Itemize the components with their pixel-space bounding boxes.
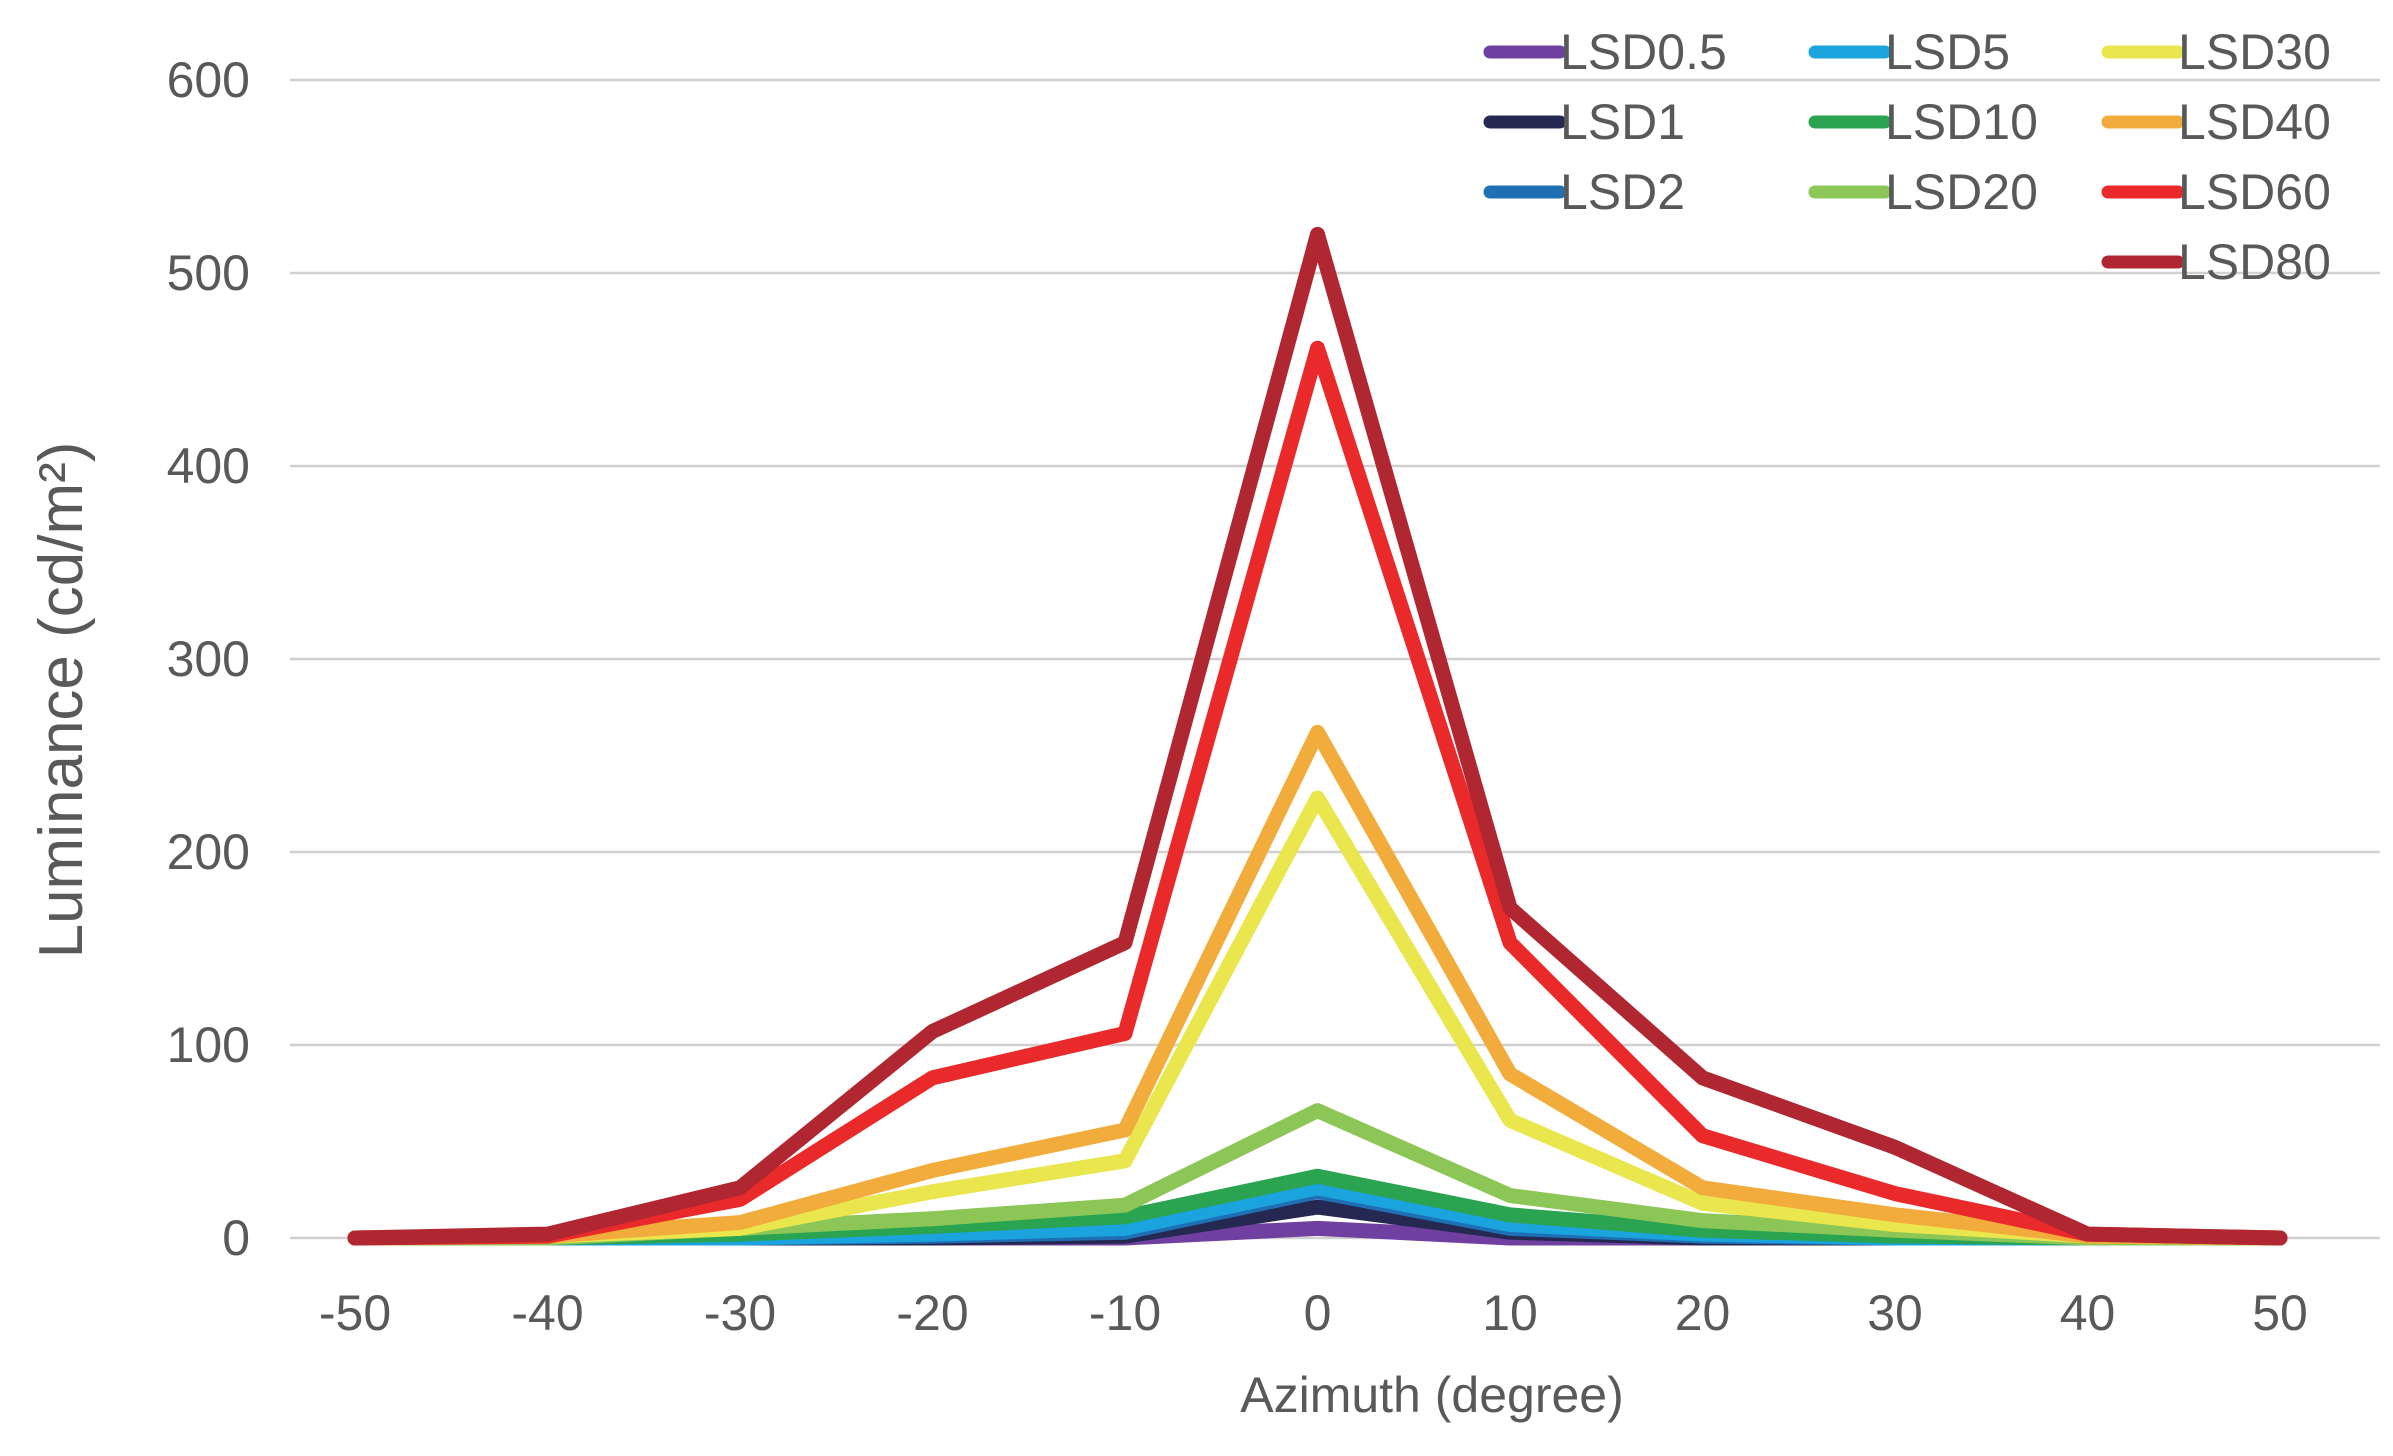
y-axis-title: Luminance (cd/m²) [27,442,96,959]
y-tick-label: 100 [167,1017,250,1073]
legend-label: LSD60 [2178,164,2331,220]
legend-label: LSD1 [1560,94,1685,150]
legend: LSD0.5 LSD1 LSD2 LSD5 LSD10 LSD20 LSD30 LSD40 LS… [1483,24,2331,290]
y-tick-label: 300 [167,631,250,687]
y-tick-label: 0 [222,1210,250,1266]
x-tick-label: 0 [1304,1285,1332,1341]
y-tick-label: 200 [167,824,250,880]
x-tick-label: -20 [896,1285,968,1341]
x-tick-label: -50 [319,1285,391,1341]
y-tick-label: 400 [167,438,250,494]
legend-label: LSD40 [2178,94,2331,150]
grid-lines [290,78,2380,1240]
series-line-lsd60 [347,340,2288,1246]
y-tick-label: 500 [167,245,250,301]
legend-label: LSD5 [1885,24,2010,80]
x-tick-label: 30 [1867,1285,1923,1341]
legend-label: LSD2 [1560,164,1685,220]
x-tick-label: 50 [2252,1285,2308,1341]
y-axis-ticks: 0 100 200 300 400 500 600 [167,52,250,1266]
legend-label: LSD0.5 [1560,24,1727,80]
series-line-lsd40 [347,724,2288,1246]
series-lines [347,226,2288,1246]
x-axis-ticks: -50 -40 -30 -20 -10 0 10 20 30 40 50 [319,1285,2308,1341]
series-line-lsd80 [347,226,2288,1246]
x-tick-label: -40 [511,1285,583,1341]
x-tick-label: -10 [1089,1285,1161,1341]
legend-label: LSD20 [1885,164,2038,220]
legend-label: LSD30 [2178,24,2331,80]
y-tick-label: 600 [167,52,250,108]
legend-label: LSD80 [2178,234,2331,290]
x-axis-title: Azimuth (degree) [1240,1367,1624,1423]
x-tick-label: 10 [1482,1285,1538,1341]
x-tick-label: 40 [2060,1285,2116,1341]
x-tick-label: 20 [1675,1285,1731,1341]
x-tick-label: -30 [704,1285,776,1341]
legend-label: LSD10 [1885,94,2038,150]
